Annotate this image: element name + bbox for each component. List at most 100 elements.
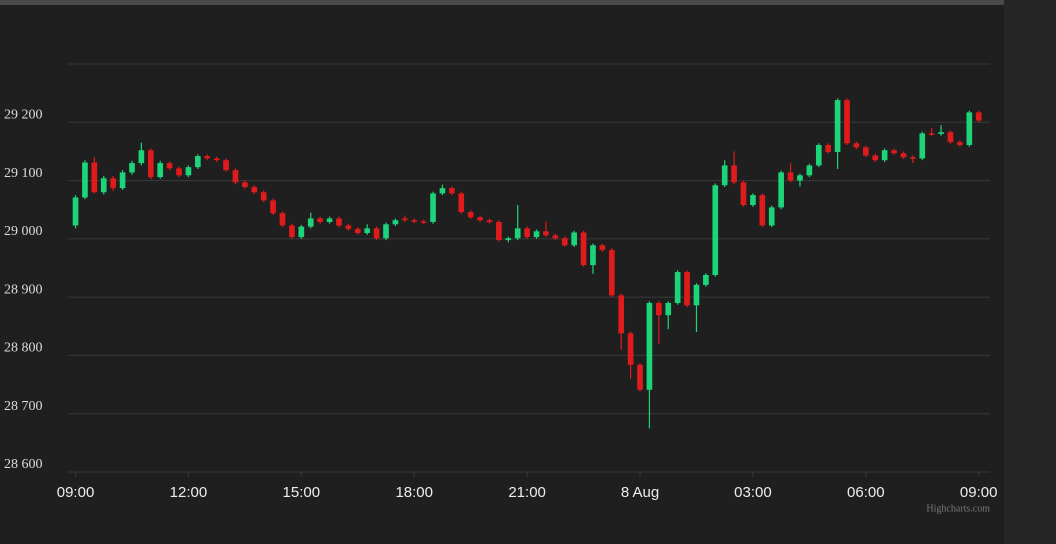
candle-body <box>195 156 201 168</box>
candle-body <box>439 188 446 194</box>
candle-body <box>881 150 888 161</box>
candle-body <box>279 213 286 226</box>
candle-body <box>411 220 418 222</box>
candle-body <box>176 168 182 176</box>
candle-body <box>477 217 483 221</box>
candle-body <box>938 132 944 134</box>
candle-body <box>966 112 973 146</box>
candle-body <box>401 218 408 221</box>
candle-body <box>627 333 634 365</box>
candle-body <box>392 220 399 225</box>
candle-body <box>712 185 719 275</box>
candle-body <box>910 157 916 159</box>
candle-body <box>383 224 389 239</box>
candle-body <box>486 220 493 222</box>
candle-body <box>787 172 794 181</box>
candle-body <box>834 100 841 153</box>
candle-body <box>656 302 662 316</box>
candle-body <box>750 195 756 206</box>
candle-body <box>138 150 145 164</box>
candle-body <box>561 238 568 246</box>
candle-body <box>251 186 258 193</box>
candle-body <box>608 249 615 296</box>
candle-body <box>900 153 907 158</box>
candle-body <box>759 195 766 226</box>
candle-body <box>496 221 502 241</box>
candle-body <box>514 228 521 239</box>
candle-body <box>326 218 333 222</box>
candle-body <box>693 284 700 306</box>
x-tick-label: 03:00 <box>734 484 772 501</box>
y-tick-label: 29 200 <box>4 108 43 123</box>
candle-body <box>957 142 963 146</box>
x-tick-label: 18:00 <box>395 484 433 501</box>
candle-body <box>260 192 267 201</box>
candle-body <box>232 170 239 183</box>
top-border <box>0 0 1004 5</box>
x-tick-label: 8 Aug <box>621 484 659 501</box>
candle-body <box>768 207 775 226</box>
candle-body <box>157 163 164 178</box>
candle-body <box>110 178 116 189</box>
candle-body <box>505 238 512 241</box>
candle-body <box>458 193 465 213</box>
x-tick-label: 09:00 <box>57 484 95 501</box>
candle-body <box>825 145 832 153</box>
candle-body <box>862 147 869 156</box>
y-tick-label: 28 900 <box>4 282 43 297</box>
candle-body <box>543 231 549 236</box>
candle-body <box>364 228 371 234</box>
candle-body <box>815 145 822 166</box>
candle-body <box>580 232 587 266</box>
candle-body <box>467 212 474 218</box>
candle-body <box>166 163 173 169</box>
x-tick-label: 15:00 <box>283 484 321 501</box>
candle-body <box>223 160 229 171</box>
candle-body <box>373 228 380 239</box>
candle-body <box>975 112 982 121</box>
candle-body <box>853 143 860 148</box>
candle-body <box>599 245 606 250</box>
candle-body <box>242 182 248 187</box>
candle-body <box>947 132 954 143</box>
side-panel <box>1004 0 1056 544</box>
candle-body <box>119 172 126 189</box>
candle-body <box>185 167 192 176</box>
candle-body <box>637 364 643 390</box>
candle-body <box>270 200 276 214</box>
candle-body <box>703 274 709 285</box>
candle-body <box>778 172 784 208</box>
candle-body <box>731 165 737 183</box>
candle-body <box>571 232 577 246</box>
candle-body <box>430 193 436 222</box>
candle-body <box>289 225 295 238</box>
candle-body <box>872 155 879 161</box>
candle-body <box>345 225 352 229</box>
candle-body <box>674 272 681 303</box>
candle-body <box>213 158 220 161</box>
candle-body <box>147 150 154 178</box>
candle-body <box>420 221 427 223</box>
candle-body <box>72 197 79 226</box>
candle-body <box>524 228 530 238</box>
candle-body <box>129 163 135 173</box>
candle-body <box>618 295 625 334</box>
candle-body <box>928 133 935 135</box>
candle-body <box>646 302 653 390</box>
y-tick-label: 28 800 <box>4 341 43 356</box>
candle-body <box>82 162 88 198</box>
candle-body <box>740 182 747 206</box>
y-tick-label: 28 700 <box>4 399 43 414</box>
candle-body <box>204 156 211 159</box>
x-tick-label: 21:00 <box>508 484 546 501</box>
candle-body <box>919 133 926 159</box>
x-tick-label: 06:00 <box>847 484 885 501</box>
x-tick-label: 09:00 <box>960 484 998 501</box>
candle-body <box>552 235 559 239</box>
candle-body <box>891 150 897 154</box>
candle-body <box>721 165 728 186</box>
candle-body <box>590 245 596 266</box>
y-tick-label: 29 000 <box>4 224 43 239</box>
